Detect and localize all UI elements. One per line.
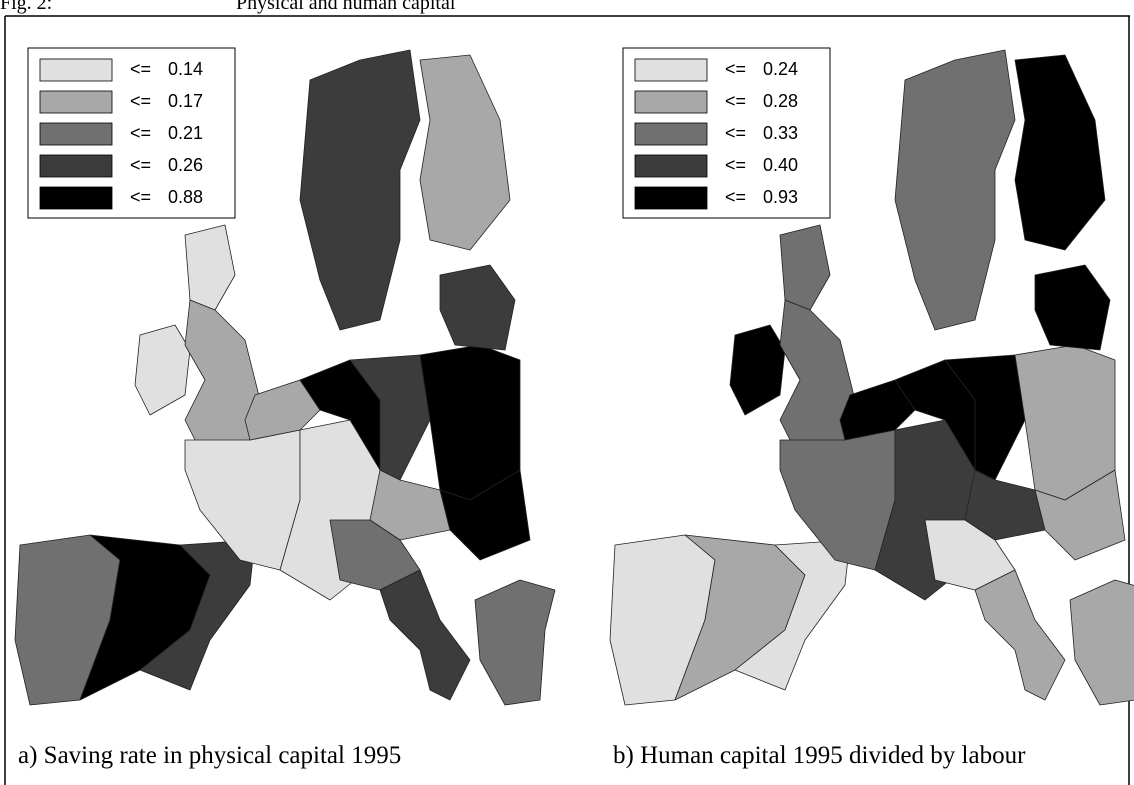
legend-operator: <= xyxy=(130,91,151,111)
legend-swatch xyxy=(635,123,707,145)
legend-operator: <= xyxy=(130,123,151,143)
legend-value: 0.93 xyxy=(763,187,798,207)
legend-value: 0.88 xyxy=(168,187,203,207)
legend-swatch xyxy=(40,91,112,113)
figure-title: Physical and human capital xyxy=(236,0,456,14)
legend-value: 0.33 xyxy=(763,123,798,143)
legend-operator: <= xyxy=(130,155,151,175)
figure-number: Fig. 2: xyxy=(0,0,52,14)
legend-swatch xyxy=(635,59,707,81)
legend-swatch xyxy=(40,155,112,177)
legend-operator: <= xyxy=(725,91,746,111)
legend-operator: <= xyxy=(725,59,746,79)
region-ireland xyxy=(135,325,190,415)
legend: <= 0.24 <= 0.28 <= 0.33 <= 0.40 <= 0.93 xyxy=(623,48,830,218)
legend-operator: <= xyxy=(130,59,151,79)
region-italy-south xyxy=(380,570,470,700)
legend-swatch xyxy=(40,187,112,209)
legend-value: 0.28 xyxy=(763,91,798,111)
map: <= 0.24 <= 0.28 <= 0.33 <= 0.40 <= 0.93 b) Human c… xyxy=(610,48,1134,769)
region-ireland xyxy=(730,325,785,415)
region-uk-north xyxy=(185,225,235,310)
legend-swatch xyxy=(40,123,112,145)
legend-operator: <= xyxy=(725,123,746,143)
region-finland xyxy=(1015,55,1105,250)
legend-swatch xyxy=(635,155,707,177)
legend-operator: <= xyxy=(130,187,151,207)
region-greece xyxy=(1070,580,1134,705)
map: <= 0.14 <= 0.17 <= 0.21 <= 0.26 <= 0.88 a) Saving … xyxy=(15,48,555,769)
legend-value: 0.17 xyxy=(168,91,203,111)
region-greece xyxy=(475,580,555,705)
region-sweden xyxy=(895,50,1015,330)
legend-swatch xyxy=(40,59,112,81)
map-caption: b) Human capital 1995 divided by labour xyxy=(613,742,1026,769)
region-italy-south xyxy=(975,570,1065,700)
figure: Fig. 2: Physical and human capital <= 0.1… xyxy=(0,0,1134,785)
region-poland xyxy=(420,345,520,500)
legend-value: 0.21 xyxy=(168,123,203,143)
legend-swatch xyxy=(635,91,707,113)
legend-value: 0.24 xyxy=(763,59,798,79)
legend-operator: <= xyxy=(725,187,746,207)
legend-operator: <= xyxy=(725,155,746,175)
legend-value: 0.14 xyxy=(168,59,203,79)
region-sweden xyxy=(300,50,420,330)
region-baltic xyxy=(1035,265,1110,350)
legend-value: 0.26 xyxy=(168,155,203,175)
map-caption: a) Saving rate in physical capital 1995 xyxy=(18,742,401,769)
legend: <= 0.14 <= 0.17 <= 0.21 <= 0.26 <= 0.88 xyxy=(28,48,235,218)
legend-swatch xyxy=(635,187,707,209)
region-baltic xyxy=(440,265,515,350)
region-poland xyxy=(1015,345,1115,500)
legend-value: 0.40 xyxy=(763,155,798,175)
region-uk-north xyxy=(780,225,830,310)
region-finland xyxy=(420,55,510,250)
